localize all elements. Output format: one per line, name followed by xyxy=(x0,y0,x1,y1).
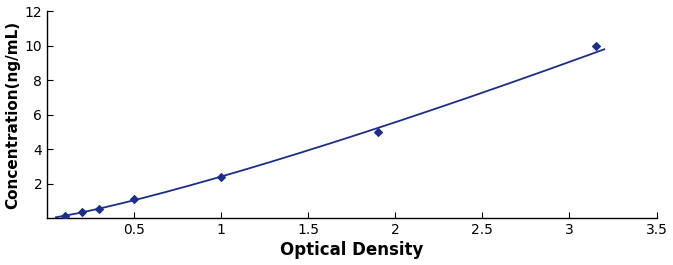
X-axis label: Optical Density: Optical Density xyxy=(280,241,423,259)
Y-axis label: Concentration(ng/mL): Concentration(ng/mL) xyxy=(5,21,21,209)
